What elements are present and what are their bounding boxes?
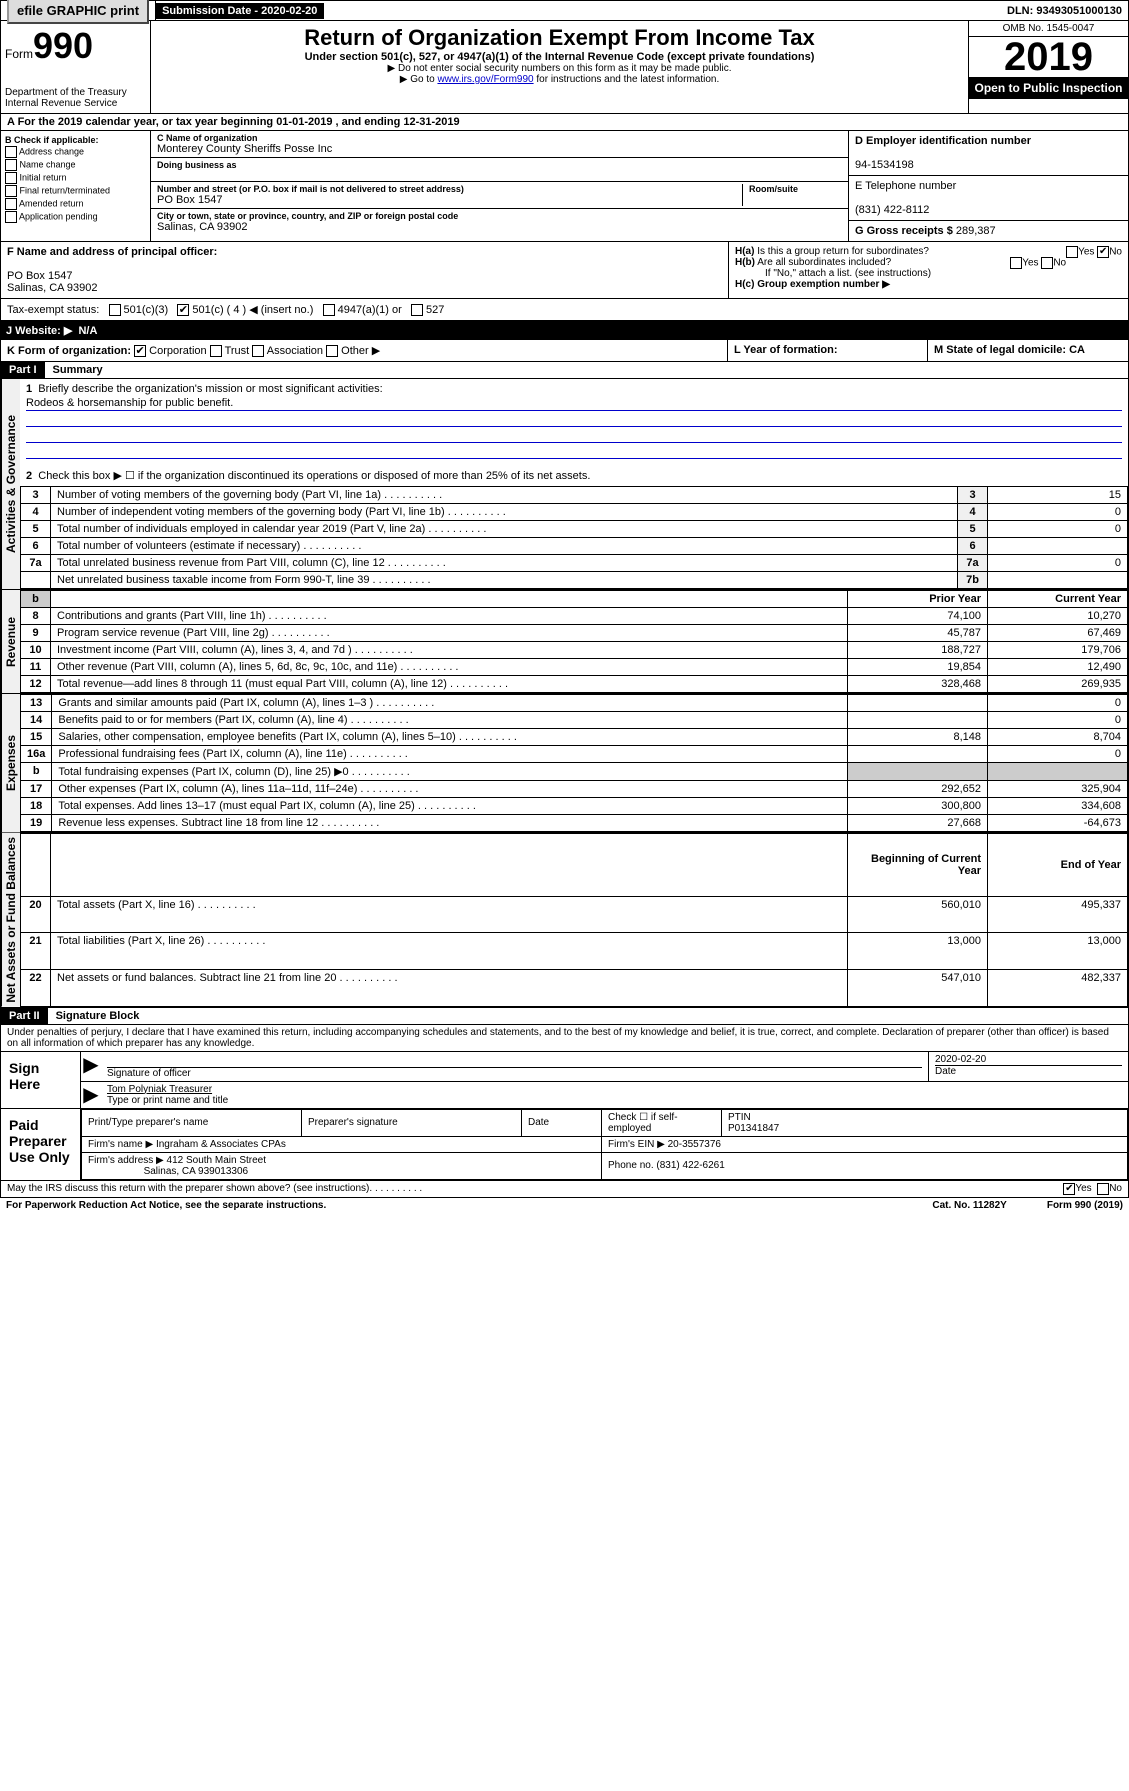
org-name-label: C Name of organization — [157, 133, 842, 143]
prep-name-label: Print/Type preparer's name — [88, 1117, 208, 1128]
revenue-table: bPrior YearCurrent Year8Contributions an… — [20, 590, 1128, 693]
col-b-checkboxes: B Check if applicable: Address change Na… — [1, 131, 151, 241]
part1-revenue: Revenue bPrior YearCurrent Year8Contribu… — [0, 590, 1129, 694]
tax-year: 2019 — [969, 37, 1128, 77]
phone-value: (831) 422-8112 — [855, 204, 929, 216]
ein-value: 94-1534198 — [855, 159, 914, 171]
form-label: Form — [5, 47, 33, 61]
open-public-badge: Open to Public Inspection — [969, 77, 1128, 99]
part1-header-row: Part I Summary — [0, 362, 1129, 379]
app-pending-cb[interactable]: Application pending — [5, 211, 146, 223]
form-subtitle: Under section 501(c), 527, or 4947(a)(1)… — [155, 51, 964, 63]
section-bcd: B Check if applicable: Address change Na… — [0, 131, 1129, 242]
dept-treasury: Department of the TreasuryInternal Reven… — [5, 87, 146, 109]
initial-return-cb[interactable]: Initial return — [5, 172, 146, 184]
mission-question: Briefly describe the organization's miss… — [38, 383, 382, 395]
row-a-tax-year: A For the 2019 calendar year, or tax yea… — [0, 114, 1129, 131]
form-header: Form990 Department of the TreasuryIntern… — [0, 21, 1129, 114]
website-row: J Website: ▶ N/A — [0, 321, 1129, 340]
officer-name: Tom Polyniak Treasurer — [107, 1084, 1122, 1095]
col-c-org-info: C Name of organization Monterey County S… — [151, 131, 848, 241]
prep-sig-label: Preparer's signature — [308, 1117, 398, 1128]
sign-here-section: Sign Here ▶ Signature of officer 2020-02… — [0, 1052, 1129, 1109]
irs-link[interactable]: www.irs.gov/Form990 — [437, 74, 533, 85]
room-label: Room/suite — [749, 184, 842, 194]
addr-change-cb[interactable]: Address change — [5, 146, 146, 158]
part1-badge: Part I — [1, 362, 45, 378]
amended-cb[interactable]: Amended return — [5, 198, 146, 210]
col-f-officer: F Name and address of principal officer:… — [1, 242, 728, 298]
vert-governance: Activities & Governance — [1, 379, 20, 589]
firm-ein: 20-3557376 — [668, 1139, 721, 1150]
discontinued-check: Check this box ▶ ☐ if the organization d… — [38, 470, 590, 482]
section-fh: F Name and address of principal officer:… — [0, 242, 1129, 299]
gross-label: G Gross receipts $ — [855, 225, 953, 237]
org-name: Monterey County Sheriffs Posse Inc — [157, 143, 842, 155]
ein-label: D Employer identification number — [855, 135, 1031, 147]
vert-revenue: Revenue — [1, 590, 20, 693]
form-title: Return of Organization Exempt From Incom… — [155, 25, 964, 51]
col-h-group: H(a) Is this a group return for subordin… — [728, 242, 1128, 298]
city-label: City or town, state or province, country… — [157, 211, 842, 221]
efile-print-button[interactable]: efile GRAPHIC print — [1, 1, 156, 20]
instructions-link-row: ▶ Go to www.irs.gov/Form990 for instruct… — [155, 74, 964, 85]
mission-text: Rodeos & horsemanship for public benefit… — [26, 397, 1122, 411]
tax-exempt-status: Tax-exempt status: 501(c)(3) ✔ 501(c) ( … — [0, 299, 1129, 321]
paid-preparer-section: Paid Preparer Use Only Print/Type prepar… — [0, 1109, 1129, 1181]
name-change-cb[interactable]: Name change — [5, 159, 146, 171]
phone-label: E Telephone number — [855, 180, 956, 192]
part1-expenses: Expenses 13Grants and similar amounts pa… — [0, 694, 1129, 833]
ssn-warning: ▶ Do not enter social security numbers o… — [155, 63, 964, 74]
vert-netassets: Net Assets or Fund Balances — [1, 833, 20, 1007]
self-employed-cb[interactable]: Check ☐ if self-employed — [608, 1112, 678, 1134]
perjury-statement: Under penalties of perjury, I declare th… — [0, 1025, 1129, 1052]
org-city: Salinas, CA 93902 — [157, 221, 842, 233]
org-address: PO Box 1547 — [157, 194, 742, 206]
arrow-icon: ▶ — [81, 1082, 101, 1108]
submission-date: Submission Date - 2020-02-20 — [156, 3, 324, 19]
firm-name: Ingraham & Associates CPAs — [156, 1139, 286, 1150]
ptin-value: P01341847 — [728, 1123, 779, 1134]
part2-badge: Part II — [1, 1008, 48, 1024]
gross-receipts: 289,387 — [956, 225, 996, 237]
sign-here-label: Sign Here — [1, 1052, 81, 1108]
firm-addr: 412 South Main Street — [167, 1155, 267, 1166]
expenses-table: 13Grants and similar amounts paid (Part … — [20, 694, 1128, 832]
addr-label: Number and street (or P.O. box if mail i… — [157, 184, 742, 194]
netassets-table: Beginning of Current YearEnd of Year20To… — [20, 833, 1128, 1007]
sig-date: 2020-02-20 — [935, 1054, 1122, 1066]
firm-phone: (831) 422-6261 — [656, 1160, 724, 1171]
sig-officer-label: Signature of officer — [107, 1068, 191, 1079]
final-return-cb[interactable]: Final return/terminated — [5, 185, 146, 197]
paid-prep-label: Paid Preparer Use Only — [1, 1109, 81, 1180]
form-number: 990 — [33, 25, 93, 66]
arrow-icon: ▶ — [81, 1052, 101, 1081]
vert-expenses: Expenses — [1, 694, 20, 832]
part2-header-row: Part II Signature Block — [0, 1008, 1129, 1025]
dba-label: Doing business as — [157, 160, 842, 170]
top-bar: efile GRAPHIC print Submission Date - 20… — [0, 0, 1129, 21]
row-k-org-form: K Form of organization: ✔ Corporation Tr… — [0, 340, 1129, 362]
governance-table: 3Number of voting members of the governi… — [20, 486, 1128, 589]
part1-netassets: Net Assets or Fund Balances Beginning of… — [0, 833, 1129, 1008]
footer: For Paperwork Reduction Act Notice, see … — [0, 1198, 1129, 1213]
dln: DLN: 93493051000130 — [1001, 3, 1128, 19]
col-d-ein-phone: D Employer identification number 94-1534… — [848, 131, 1128, 241]
discuss-preparer-row: May the IRS discuss this return with the… — [0, 1181, 1129, 1198]
part1-governance: Activities & Governance 1 Briefly descri… — [0, 379, 1129, 590]
